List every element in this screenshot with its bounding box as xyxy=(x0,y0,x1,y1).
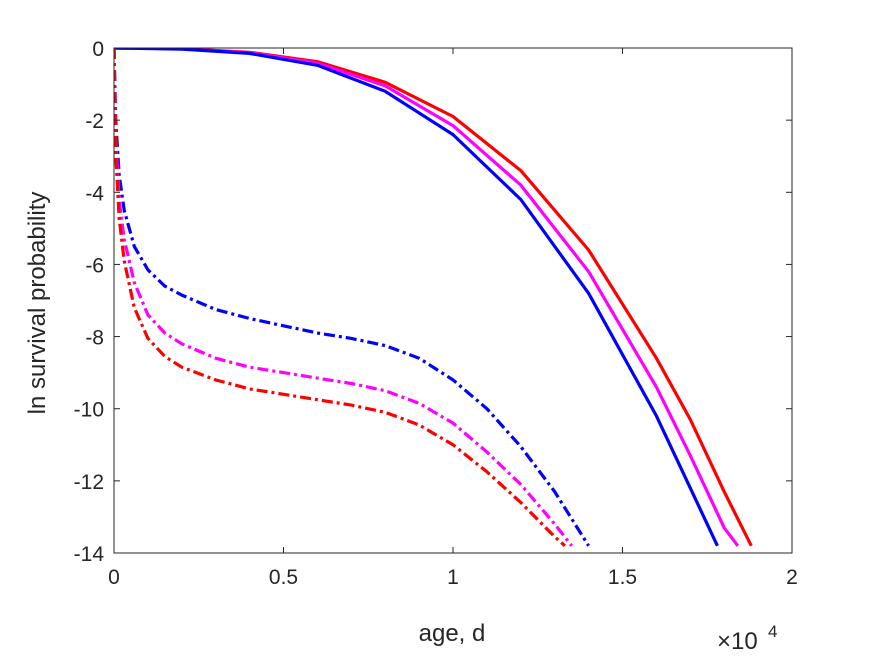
x-tick-label: 1 xyxy=(447,566,459,589)
y-axis-title: ln survival probability xyxy=(24,192,51,415)
y-tick-label: -4 xyxy=(85,182,104,205)
y-tick-label: -10 xyxy=(74,399,104,422)
x-axis-title-group: age, d xyxy=(419,620,486,647)
y-axis-title-group: ln survival probability xyxy=(24,192,51,415)
series-line-2 xyxy=(114,48,740,547)
series-line-6 xyxy=(114,48,566,547)
x-axis-title: age, d xyxy=(419,620,486,647)
series-line-4 xyxy=(114,48,590,547)
x-multiplier-exponent: 4 xyxy=(768,622,777,641)
y-tick-label: -14 xyxy=(74,543,105,566)
y-tick-label: -6 xyxy=(85,254,104,277)
y-tick-label: -8 xyxy=(85,327,104,350)
x-tick-label: 0 xyxy=(108,566,120,589)
y-tick-label: -12 xyxy=(74,471,104,494)
x-multiplier-label: ×10 xyxy=(717,628,758,655)
x-tick-label: 0.5 xyxy=(269,566,298,589)
x-tick-label: 1.5 xyxy=(608,566,637,589)
series-line-5 xyxy=(114,48,573,547)
series-group xyxy=(114,48,753,547)
x-tick-label: 2 xyxy=(786,566,798,589)
y-tick-label: 0 xyxy=(92,38,104,61)
y-tick-label: -2 xyxy=(85,110,104,133)
series-line-3 xyxy=(114,48,719,547)
